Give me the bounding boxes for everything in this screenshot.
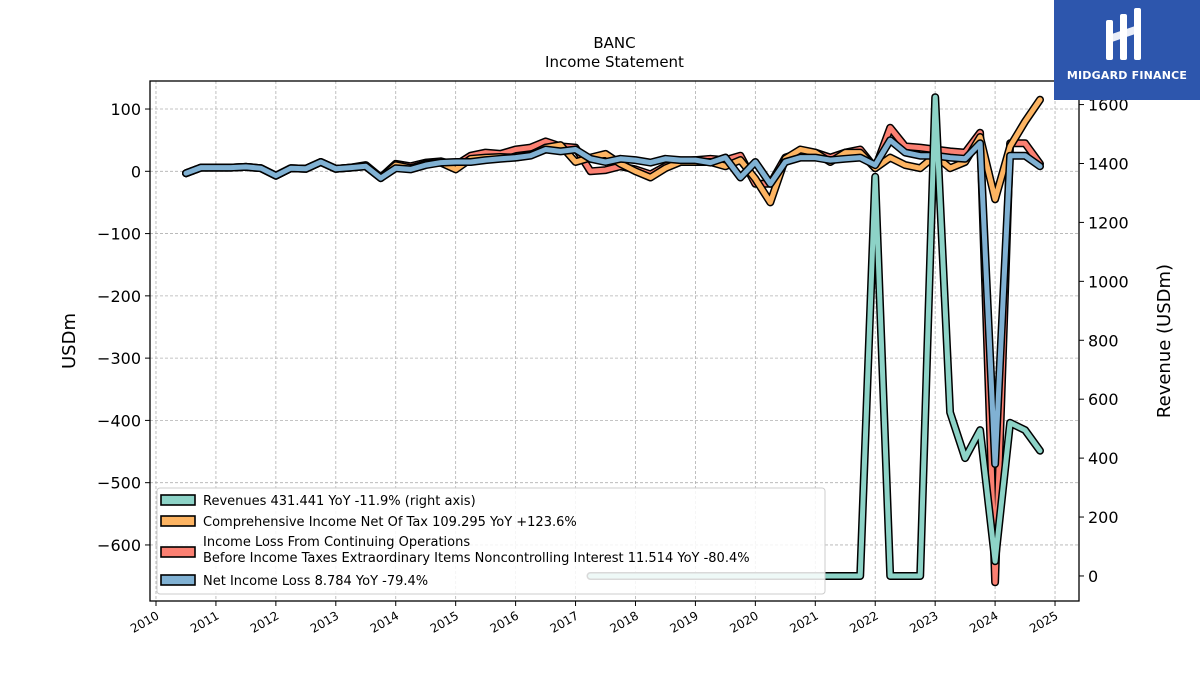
- legend-swatch-pretax: [160, 546, 196, 558]
- legend-label-netincome: Net Income Loss 8.784 YoY -79.4%: [203, 574, 428, 589]
- x-axis-tick-label: 2019: [667, 608, 700, 635]
- right-axis-label: Revenue (USDm): [1154, 264, 1175, 418]
- right-axis-tick-label: 200: [1088, 508, 1119, 527]
- brand-logo: MIDGARD FINANCE: [1054, 0, 1200, 100]
- legend-label-pretax: Before Income Taxes Extraordinary Items …: [203, 551, 750, 566]
- x-axis-tick-label: 2011: [188, 608, 221, 635]
- x-axis-tick-label: 2015: [428, 608, 461, 635]
- left-axis-tick-label: −300: [97, 349, 141, 368]
- right-axis-tick-label: 600: [1088, 390, 1119, 409]
- left-axis-tick-label: −600: [97, 536, 141, 555]
- right-axis-tick-label: 1200: [1088, 213, 1129, 232]
- chart-ticker-title: BANC: [593, 34, 635, 52]
- legend-label-revenues: Revenues 431.441 YoY -11.9% (right axis): [203, 494, 476, 509]
- legend-swatch-revenues: [160, 494, 196, 506]
- legend-label-pretax: Income Loss From Continuing Operations: [203, 535, 470, 550]
- right-axis-tick-label: 0: [1088, 567, 1098, 586]
- right-axis-tick-label: 1000: [1088, 272, 1129, 291]
- series-outline-netincome: [182, 136, 1044, 468]
- x-axis-tick-label: 2025: [1027, 608, 1060, 635]
- legend-box: [156, 487, 826, 595]
- x-axis-tick-label: 2016: [488, 608, 521, 635]
- brand-name: MIDGARD FINANCE: [1066, 69, 1188, 82]
- x-axis-tick-label: 2018: [608, 608, 641, 635]
- right-axis-tick-label: 1600: [1088, 96, 1129, 115]
- x-axis-tick-label: 2010: [128, 608, 161, 635]
- chart-legend: Revenues 431.441 YoY -11.9% (right axis)…: [156, 487, 826, 595]
- x-axis-tick-label: 2022: [847, 608, 880, 635]
- x-axis-tick-label: 2012: [248, 608, 281, 635]
- right-axis-tick-label: 800: [1088, 331, 1119, 350]
- x-axis-tick-label: 2017: [548, 608, 581, 635]
- right-axis-tick-label: 400: [1088, 449, 1119, 468]
- x-axis-tick-label: 2013: [308, 608, 341, 635]
- series-line-netincome: [183, 137, 1043, 467]
- left-axis-tick-label: 100: [110, 100, 141, 119]
- left-axis-tick-label: −100: [97, 225, 141, 244]
- legend-swatch-comprehensive: [160, 515, 196, 527]
- x-axis-tick-label: 2024: [967, 608, 1000, 635]
- plot-frame: [149, 80, 1080, 602]
- legend-swatch-netincome: [160, 574, 196, 586]
- left-axis-label: USDm: [59, 313, 80, 369]
- x-axis-tick-label: 2014: [368, 608, 401, 635]
- legend-label-comprehensive: Comprehensive Income Net Of Tax 109.295 …: [203, 515, 577, 530]
- midgard-logo-icon: [1106, 8, 1141, 60]
- left-axis-tick-label: −400: [97, 411, 141, 430]
- x-axis-tick-label: 2021: [787, 608, 820, 635]
- left-axis-tick-label: 0: [131, 162, 141, 181]
- x-axis-tick-label: 2023: [907, 608, 940, 635]
- left-axis-tick-label: −500: [97, 474, 141, 493]
- right-axis-tick-label: 1400: [1088, 154, 1129, 173]
- x-axis-tick-label: 2020: [727, 608, 760, 635]
- left-axis-tick-label: −200: [97, 287, 141, 306]
- chart-subtitle: Income Statement: [545, 53, 684, 71]
